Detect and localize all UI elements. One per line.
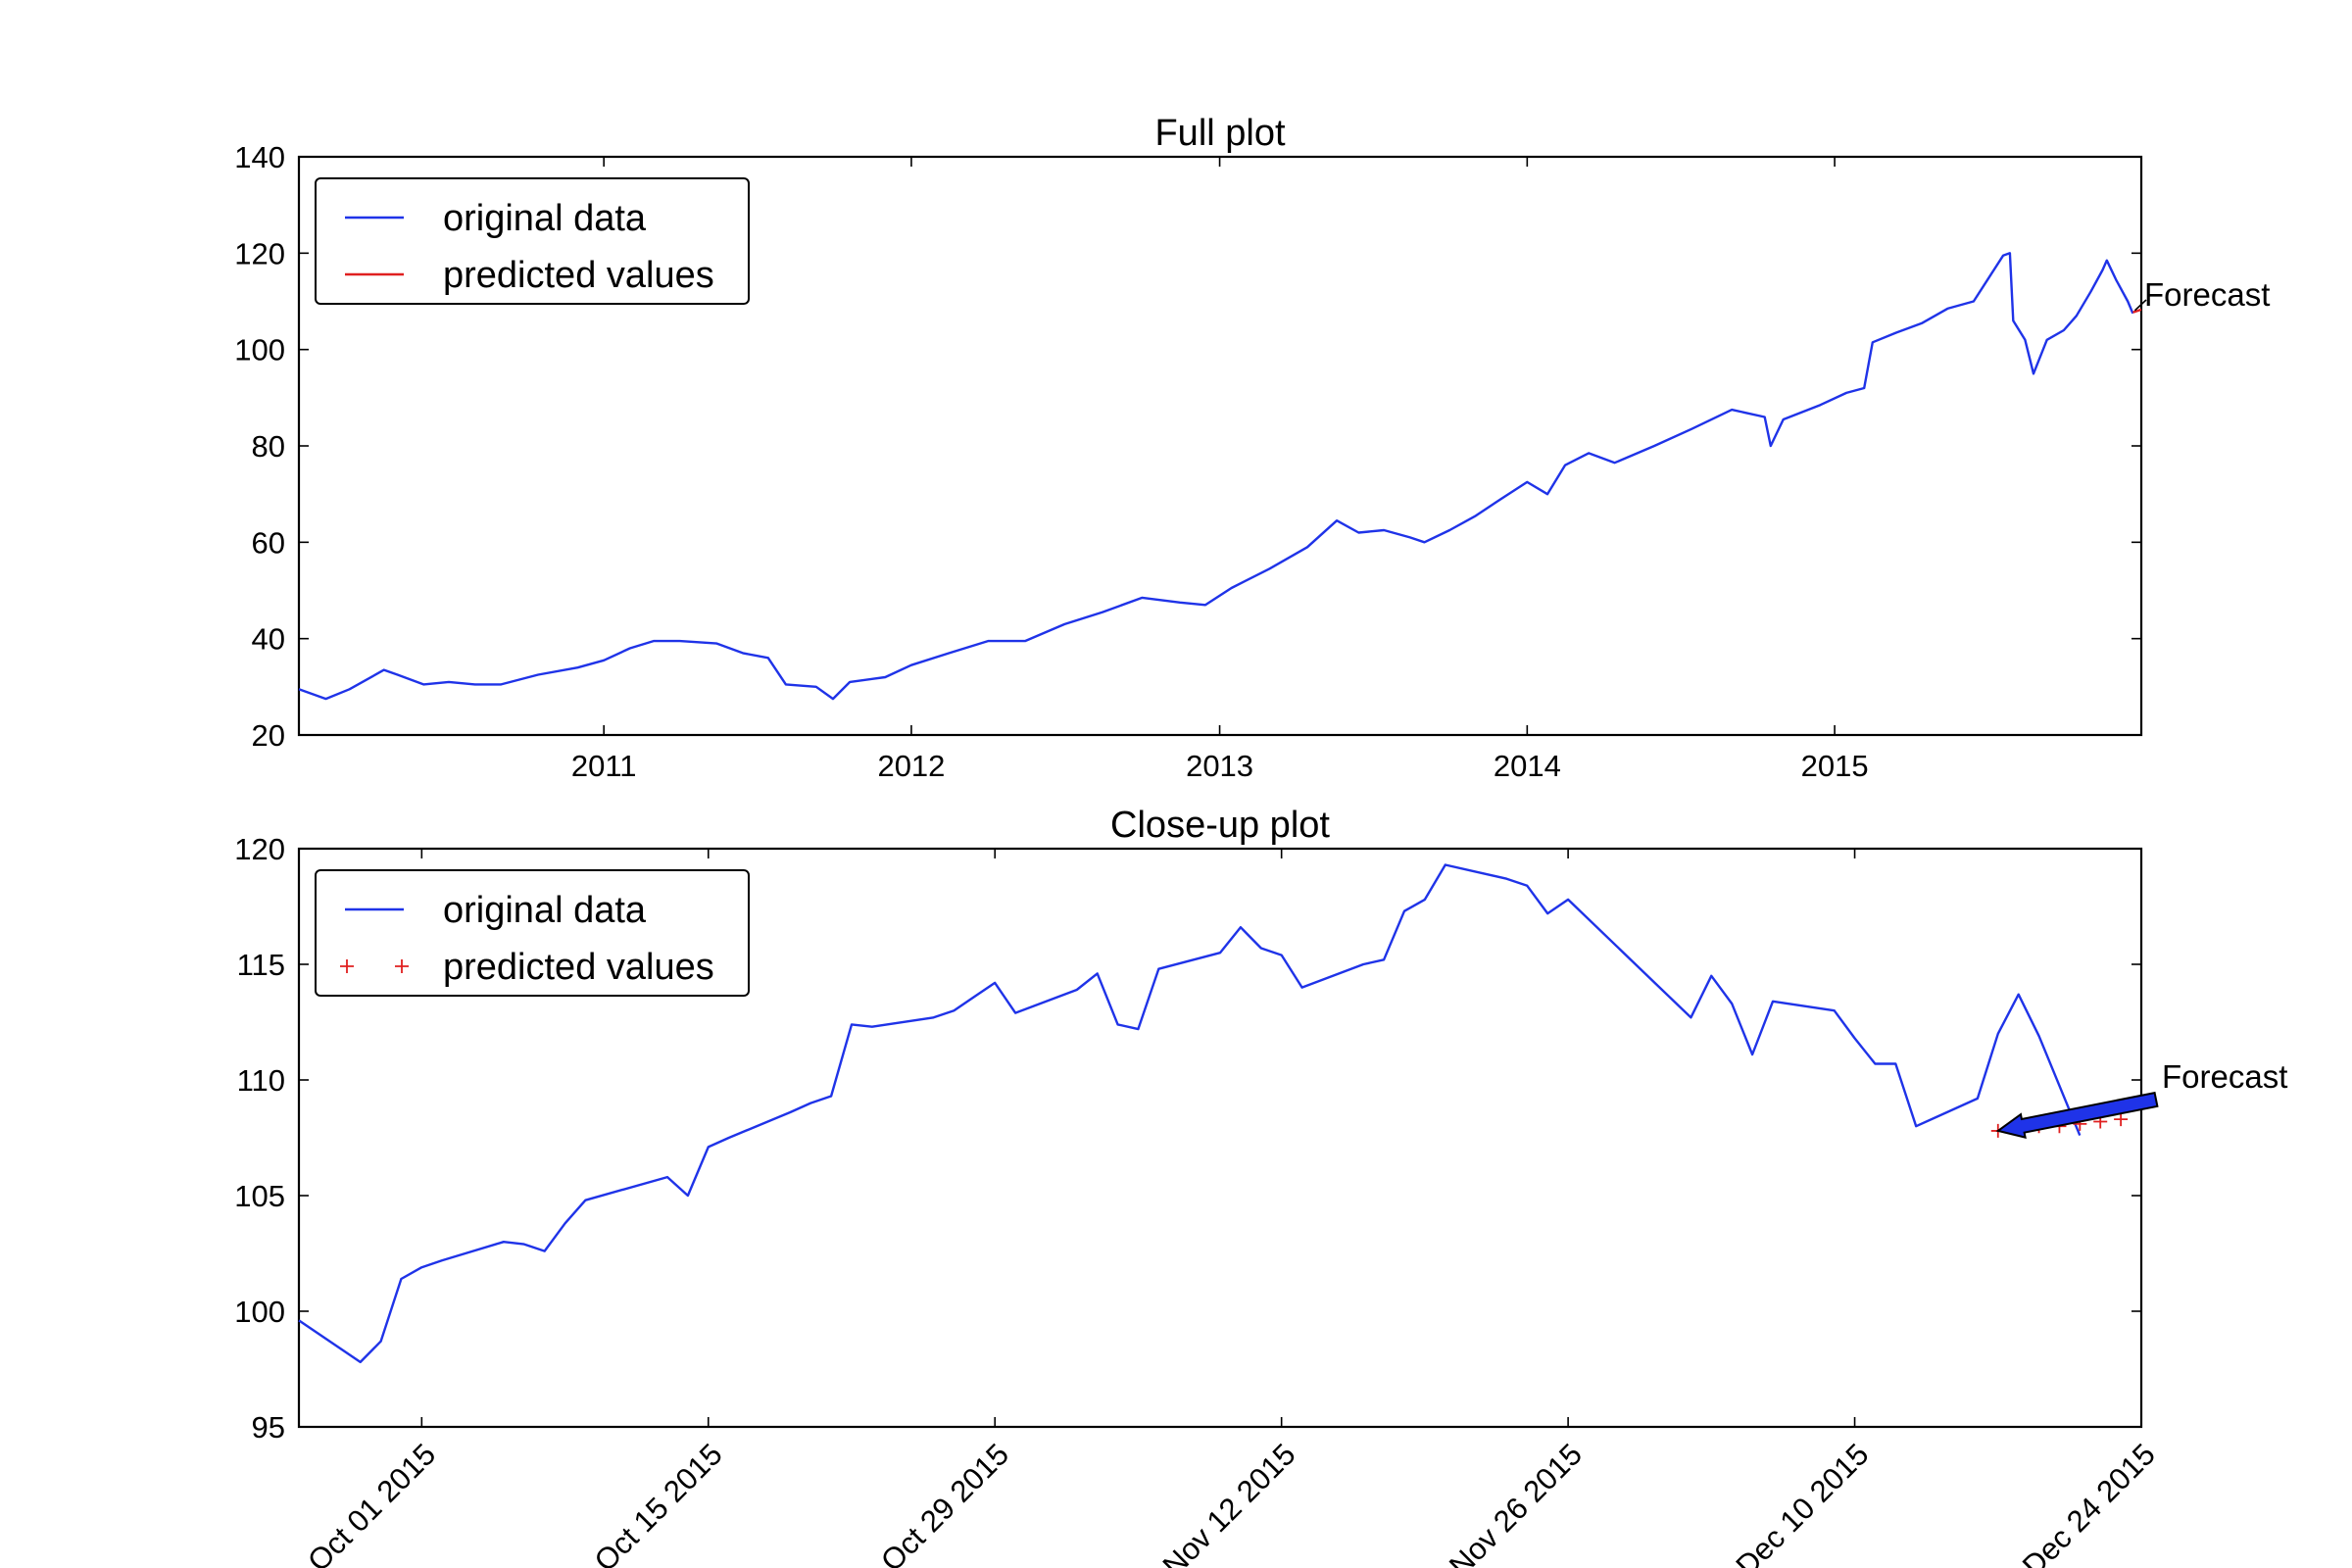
legend-label: original data [443,890,647,931]
y-tick-label: 60 [252,525,285,560]
chart-title: Close-up plot [1110,805,1330,846]
x-tick-label: 2014 [1494,749,1561,783]
x-tick-label: Nov 26 2015 [1443,1437,1589,1568]
legend-label: original data [443,198,647,239]
y-tick-label: 140 [234,140,285,174]
y-tick-label: 40 [252,622,285,657]
legend-label: predicted values [443,947,714,988]
panel-2: Close-up plot 95 100 105 110 115 120 Oct 01 201… [234,805,2287,1568]
y-tick-label: 100 [234,1295,285,1329]
panel-1: Full plot 20 40 60 80 100 120 140 2011 2012 2013 20… [234,113,2270,783]
x-tick-label: 2015 [1801,749,1869,783]
legend-box [315,869,750,997]
x-tick-label: 2012 [877,749,945,783]
series-original-data-line [298,863,2082,1364]
x-tick-label: Oct 15 2015 [588,1437,729,1568]
y-tick-label: 80 [252,429,285,464]
x-tick-label: Nov 12 2015 [1156,1437,1302,1568]
y-tick-label: 110 [237,1063,285,1098]
legend-label: predicted values [443,255,714,296]
x-tick-label: Dec 24 2015 [2016,1437,2162,1568]
forecast-annotation: Forecast [2144,276,2270,313]
x-tick-label: Oct 29 2015 [874,1437,1015,1568]
forecast-arrow [1995,1091,2159,1139]
legend-swatch-predicted-values [395,959,409,973]
legend: original data predicted values [315,177,750,305]
forecast-arrow [2133,299,2147,312]
y-tick-label: 95 [252,1410,285,1445]
x-tick-label: 2011 [571,749,637,783]
y-tick-label: 20 [252,718,285,753]
y-tick-label: 100 [234,333,285,368]
x-tick-label: Oct 01 2015 [301,1437,442,1568]
y-tick-label: 115 [237,948,285,982]
legend: original data predicted values [315,869,750,997]
chart-title: Full plot [1154,113,1285,154]
series-original-data-line [298,252,2134,701]
y-tick-label: 120 [234,832,285,866]
series-predicted-values-marker [2114,1112,2129,1127]
y-tick-label: 120 [234,236,285,270]
y-tick-label: 105 [234,1179,285,1213]
forecast-annotation: Forecast [2162,1058,2287,1095]
legend-box [315,177,750,305]
plot-area [297,847,2143,1429]
legend-swatch-predicted-values [340,959,354,973]
x-tick-label: Dec 10 2015 [1729,1437,1875,1568]
x-tick-label: 2013 [1186,749,1253,783]
series-predicted-values-line [2132,308,2142,314]
